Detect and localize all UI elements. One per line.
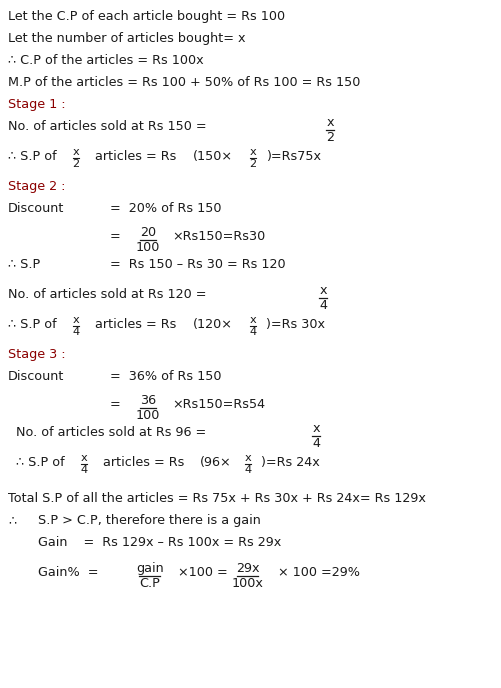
Text: Let the C.P of each article bought = Rs 100: Let the C.P of each article bought = Rs … [8, 10, 285, 23]
Text: 4: 4 [81, 465, 88, 475]
Text: Stage 1 :: Stage 1 : [8, 98, 66, 111]
Text: C.P: C.P [140, 577, 160, 590]
Text: x: x [73, 315, 79, 325]
Text: Gain%  =: Gain% = [38, 566, 99, 579]
Text: 2: 2 [249, 159, 257, 169]
Text: S.P > C.P, therefore there is a gain: S.P > C.P, therefore there is a gain [38, 514, 261, 527]
Text: articles = Rs: articles = Rs [103, 456, 184, 469]
Text: =  36% of Rs 150: = 36% of Rs 150 [110, 370, 221, 383]
Text: 100: 100 [136, 241, 160, 254]
Text: Gain    =  Rs 129x – Rs 100x = Rs 29x: Gain = Rs 129x – Rs 100x = Rs 29x [38, 536, 281, 549]
Text: ∴ S.P: ∴ S.P [8, 258, 40, 271]
Text: articles = Rs: articles = Rs [95, 150, 176, 163]
Text: Discount: Discount [8, 202, 64, 215]
Text: x: x [319, 284, 327, 297]
Text: No. of articles sold at Rs 96 =: No. of articles sold at Rs 96 = [16, 426, 206, 439]
Text: 4: 4 [319, 299, 327, 312]
Text: 100x: 100x [232, 577, 264, 590]
Text: )=Rs 24x: )=Rs 24x [261, 456, 320, 469]
Text: Total S.P of all the articles = Rs 75x + Rs 30x + Rs 24x= Rs 129x: Total S.P of all the articles = Rs 75x +… [8, 492, 426, 505]
Text: x: x [73, 147, 79, 157]
Text: (96×: (96× [200, 456, 231, 469]
Text: ∴: ∴ [8, 514, 16, 527]
Text: Stage 3 :: Stage 3 : [8, 348, 66, 361]
Text: =: = [110, 398, 121, 411]
Text: ×Rs150=Rs30: ×Rs150=Rs30 [172, 230, 265, 243]
Text: x: x [249, 147, 257, 157]
Text: )=Rs 30x: )=Rs 30x [266, 318, 325, 331]
Text: 2: 2 [326, 131, 334, 144]
Text: 36: 36 [140, 394, 156, 407]
Text: ∴ S.P of: ∴ S.P of [16, 456, 65, 469]
Text: x: x [244, 453, 252, 463]
Text: ∴ S.P of: ∴ S.P of [8, 318, 57, 331]
Text: 2: 2 [73, 159, 80, 169]
Text: × 100 =29%: × 100 =29% [278, 566, 360, 579]
Text: =  Rs 150 – Rs 30 = Rs 120: = Rs 150 – Rs 30 = Rs 120 [110, 258, 286, 271]
Text: Discount: Discount [8, 370, 64, 383]
Text: ∴ C.P of the articles = Rs 100x: ∴ C.P of the articles = Rs 100x [8, 54, 203, 67]
Text: 4: 4 [244, 465, 252, 475]
Text: (150×: (150× [193, 150, 233, 163]
Text: x: x [249, 315, 257, 325]
Text: Let the number of articles bought= x: Let the number of articles bought= x [8, 32, 245, 45]
Text: ×Rs150=Rs54: ×Rs150=Rs54 [172, 398, 265, 411]
Text: 20: 20 [140, 226, 156, 239]
Text: x: x [326, 116, 334, 129]
Text: M.P of the articles = Rs 100 + 50% of Rs 100 = Rs 150: M.P of the articles = Rs 100 + 50% of Rs… [8, 76, 360, 89]
Text: No. of articles sold at Rs 120 =: No. of articles sold at Rs 120 = [8, 288, 206, 301]
Text: Stage 2 :: Stage 2 : [8, 180, 66, 193]
Text: =  20% of Rs 150: = 20% of Rs 150 [110, 202, 221, 215]
Text: 4: 4 [73, 327, 80, 337]
Text: x: x [312, 422, 320, 435]
Text: 100: 100 [136, 409, 160, 422]
Text: ×100 =: ×100 = [178, 566, 228, 579]
Text: No. of articles sold at Rs 150 =: No. of articles sold at Rs 150 = [8, 120, 206, 133]
Text: ∴ S.P of: ∴ S.P of [8, 150, 57, 163]
Text: )=Rs75x: )=Rs75x [266, 150, 321, 163]
Text: 4: 4 [249, 327, 257, 337]
Text: =: = [110, 230, 121, 243]
Text: (120×: (120× [193, 318, 233, 331]
Text: 29x: 29x [236, 562, 260, 575]
Text: x: x [81, 453, 87, 463]
Text: 4: 4 [312, 437, 320, 450]
Text: articles = Rs: articles = Rs [95, 318, 176, 331]
Text: gain: gain [136, 562, 164, 575]
